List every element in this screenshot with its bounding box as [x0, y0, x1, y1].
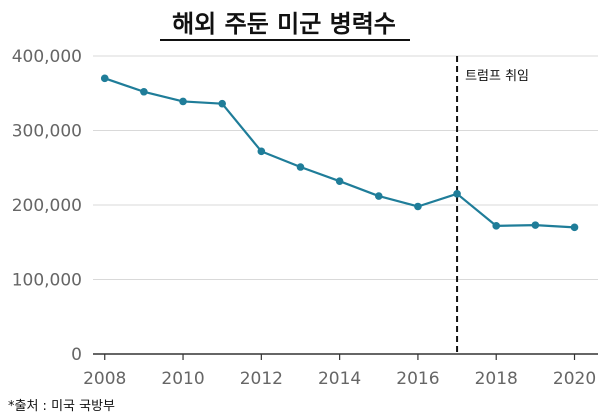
inauguration-marker-label: 트럼프 취임	[465, 69, 529, 84]
data-point-2014	[335, 177, 344, 185]
x-tick-label: 2010	[161, 369, 204, 389]
x-tick-label: 2018	[475, 369, 518, 389]
y-axis-tick-labels: 0 100,000 200,000 300,000 400,000	[12, 47, 82, 365]
y-tick-label: 0	[71, 345, 82, 365]
y-tick-label: 300,000	[12, 122, 82, 142]
x-axis-tick-labels: 2008 2010 2012 2014 2016 2018 2020	[83, 354, 596, 389]
data-point-2013	[296, 163, 305, 171]
data-point-2017	[453, 190, 461, 198]
x-tick-label: 2020	[553, 369, 596, 389]
y-tick-label: 100,000	[12, 271, 82, 291]
data-point-2019	[531, 221, 540, 229]
x-tick-label: 2014	[318, 369, 361, 389]
y-tick-label: 400,000	[12, 47, 82, 67]
data-point-2008	[100, 74, 109, 83]
data-point-2010	[179, 97, 187, 106]
y-tick-label: 200,000	[12, 196, 82, 216]
x-tick-label: 2016	[396, 369, 439, 389]
series-troops	[100, 74, 579, 232]
chart-title: 해외 주둔 미군 병력수	[172, 10, 396, 38]
data-point-2015	[374, 192, 383, 200]
source-note: *출처 : 미국 국방부	[8, 399, 115, 414]
data-point-2009	[140, 87, 148, 96]
data-point-2011	[218, 99, 226, 108]
data-point-2020	[570, 223, 579, 232]
data-point-2016	[414, 202, 422, 211]
x-tick-label: 2008	[83, 369, 126, 389]
data-point-2018	[492, 222, 501, 230]
data-point-2012	[257, 147, 266, 156]
gridlines	[93, 55, 598, 280]
x-tick-label: 2012	[240, 369, 283, 389]
